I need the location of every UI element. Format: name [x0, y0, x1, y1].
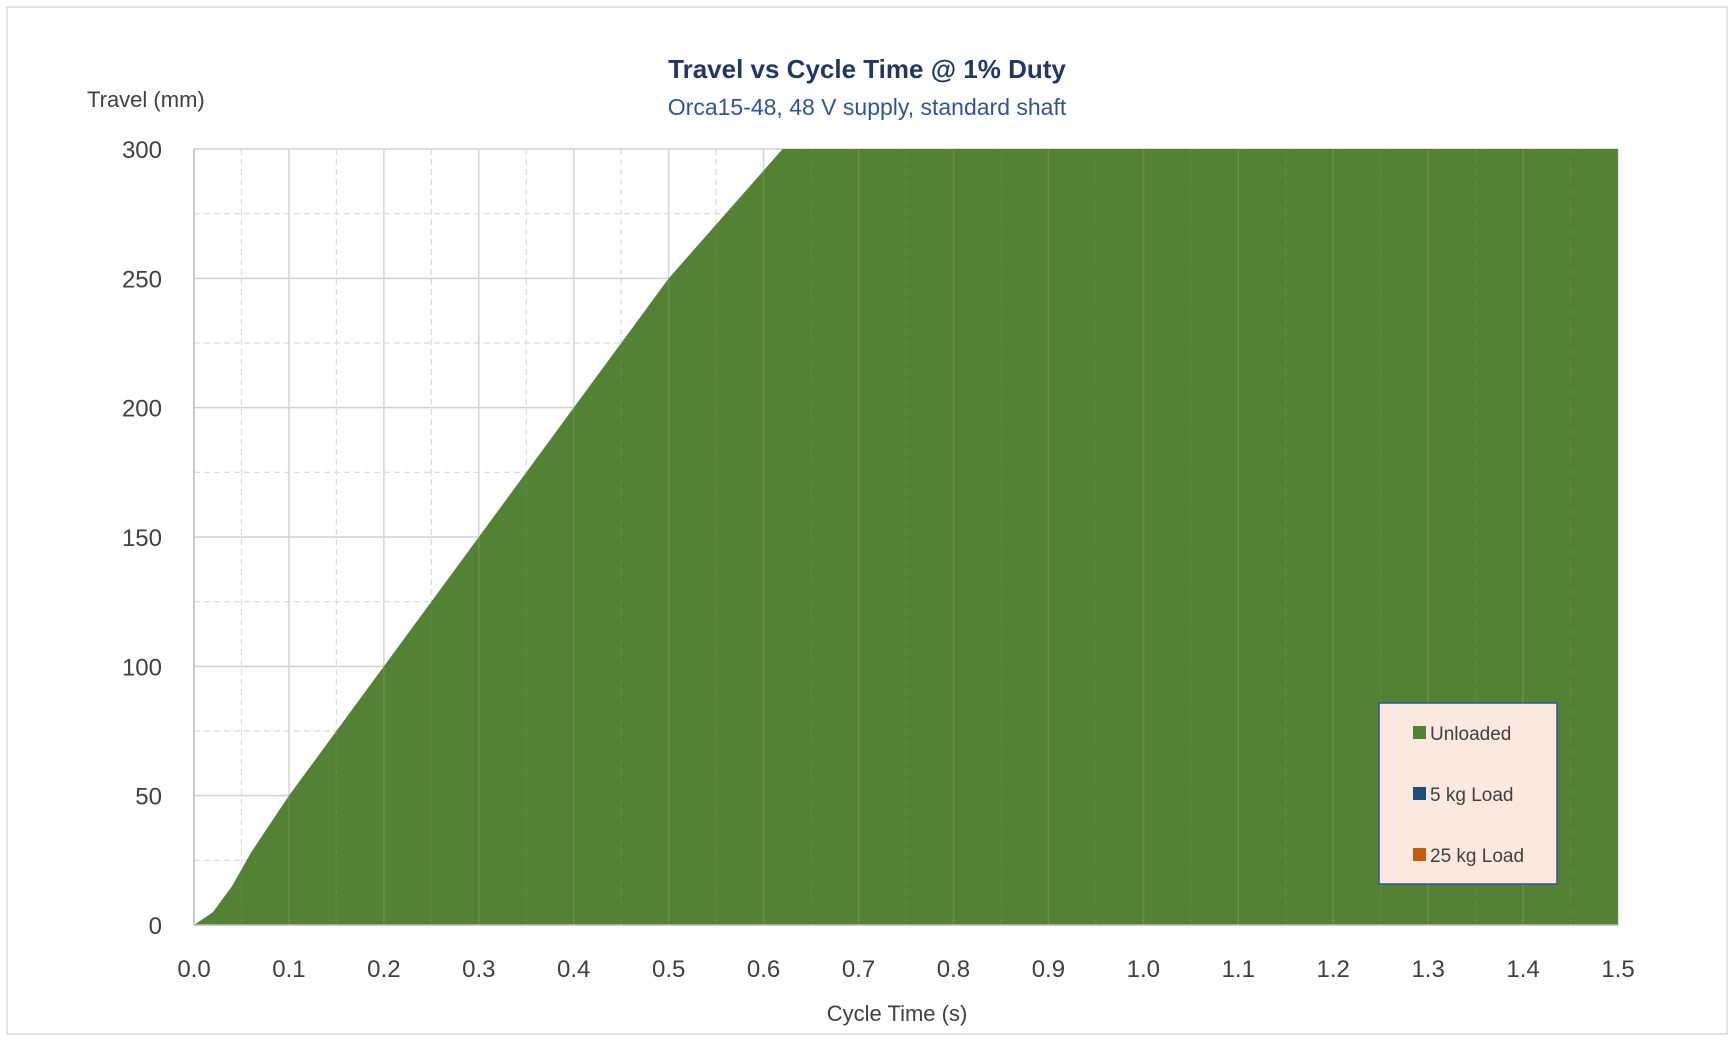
- area-series-unloaded: [194, 149, 1618, 925]
- x-tick-label: 0.8: [937, 956, 970, 983]
- y-tick-label: 50: [135, 784, 162, 811]
- y-tick-label: 300: [122, 137, 162, 164]
- x-tick-label: 1.4: [1506, 956, 1539, 983]
- x-tick-label: 0.0: [177, 956, 210, 983]
- y-tick-label: 150: [122, 525, 162, 552]
- x-axis-label: Cycle Time (s): [827, 1001, 968, 1026]
- x-tick-label: 0.7: [842, 956, 875, 983]
- x-tick-label: 0.2: [367, 956, 400, 983]
- chart-title: Travel vs Cycle Time @ 1% Duty: [668, 54, 1066, 84]
- plot-area: 0.0 0.1 0.2 0.3 0.4 0.5 0.6 0.7 0.8 0.9 1.0 1.1 1.2 1…: [122, 137, 1635, 983]
- legend-label-5-kg-load: 5 kg Load: [1430, 785, 1513, 806]
- x-tick-label: 1.3: [1411, 956, 1444, 983]
- x-tick-label: 1.2: [1317, 956, 1350, 983]
- legend-swatch-25-kg-load: [1413, 848, 1426, 861]
- x-tick-label: 0.1: [272, 956, 305, 983]
- legend-label-25-kg-load: 25 kg Load: [1430, 846, 1524, 867]
- x-tick-label: 0.4: [557, 956, 590, 983]
- legend-box: [1378, 702, 1558, 885]
- y-tick-label: 250: [122, 266, 162, 293]
- y-tick-label: 100: [122, 654, 162, 681]
- y-tick-label: 0: [149, 913, 162, 940]
- legend-swatch-5-kg-load: [1413, 787, 1426, 800]
- y-tick-label: 200: [122, 396, 162, 423]
- chart-subtitle: Orca15-48, 48 V supply, standard shaft: [668, 94, 1067, 120]
- x-tick-label: 0.5: [652, 956, 685, 983]
- x-tick-label: 0.9: [1032, 956, 1065, 983]
- x-tick-label: 0.3: [462, 956, 495, 983]
- x-tick-label: 1.1: [1222, 956, 1255, 983]
- x-tick-label: 1.5: [1601, 956, 1634, 983]
- y-axis-label: Travel (mm): [87, 87, 205, 112]
- legend-swatch-unloaded: [1413, 726, 1426, 739]
- legend-label-unloaded: Unloaded: [1430, 724, 1511, 745]
- x-tick-label: 0.6: [747, 956, 780, 983]
- x-tick-label: 1.0: [1127, 956, 1160, 983]
- legend: Unloaded 5 kg Load 25 kg Load: [1378, 702, 1558, 885]
